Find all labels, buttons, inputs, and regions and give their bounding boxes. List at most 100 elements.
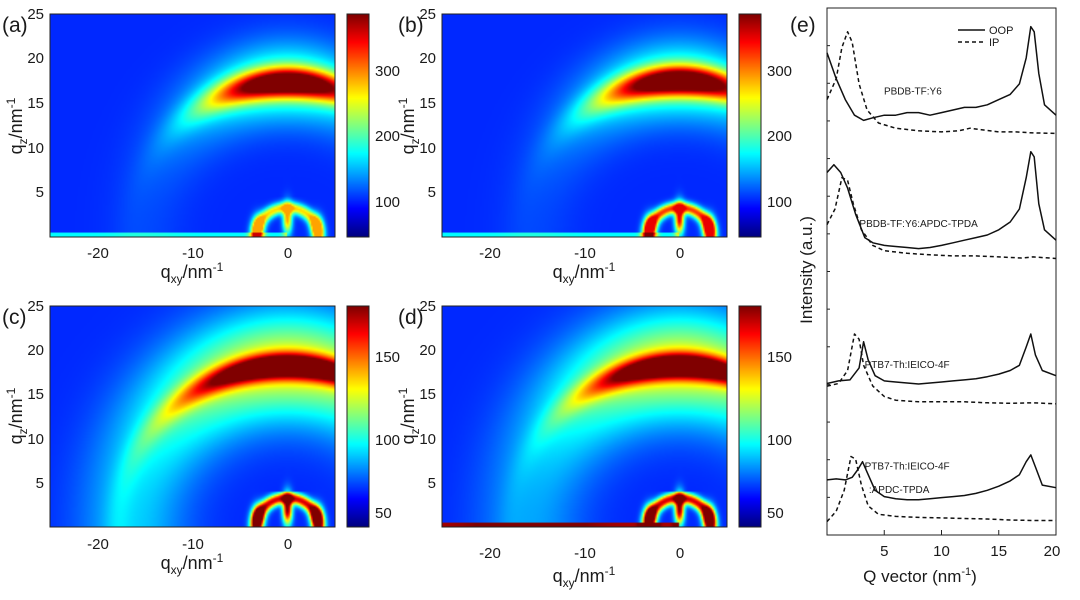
- panel-a-colorbar-tick-label: 300: [375, 63, 400, 80]
- panel-c-y-tick-label: 15: [27, 386, 44, 403]
- panel-a-plot-frame: [49, 13, 336, 238]
- panel-b-colorbar-tick-label: 100: [767, 194, 792, 211]
- panel-c-ylabel: qz/nm-1: [4, 387, 30, 444]
- series-line-pbdb-tf-y6-apdc-tpda-oop: [826, 150, 1057, 250]
- panel-a-colorbar-frame: [346, 13, 370, 238]
- panel-e-ylabel: Intensity (a.u.): [797, 216, 816, 324]
- panel-e-x-tick-label: 15: [990, 543, 1007, 560]
- panel-e-curve-labels: PBDB-TF:Y6 PBDB-TF:Y6:APDC-TPDA PTB7-Th:IE…: [859, 86, 978, 496]
- panel-e-x-tick-label: 10: [933, 543, 950, 560]
- panel-c-y-tick-label: 25: [27, 298, 44, 315]
- legend-oop-label: OOP: [989, 25, 1013, 37]
- panel-a-colorbar-tick-label: 100: [375, 194, 400, 211]
- panel-c-y-tick-label: 20: [27, 342, 44, 359]
- panel-e: (e) Intensity (a.u.) Q vector (nm-1) OOP…: [790, 7, 1061, 586]
- panel-b-plot-frame: [441, 13, 728, 238]
- panel-d-y-tick-label: 5: [428, 475, 436, 492]
- panel-d: (d) qxy/nm-1 qz/nm-1 -20 -10 0 5 10 15 2…: [396, 298, 792, 590]
- panel-e-x-tick-label: 5: [880, 543, 888, 560]
- panel-c-plot-frame: [49, 305, 336, 528]
- panel-c-x-tick-label: 0: [284, 536, 292, 553]
- panel-e-series-layer: [826, 25, 1057, 523]
- panel-b-x-tick-label: -10: [574, 245, 596, 262]
- panel-d-x-tick-label: -20: [479, 545, 501, 562]
- panel-a-label: (a): [2, 14, 28, 37]
- panel-c-colorbar-frame: [346, 305, 370, 528]
- panel-d-y-tick-label: 25: [419, 298, 436, 315]
- panel-e-label: (e): [790, 14, 816, 37]
- panel-e-axis-ticks: 5 10 15 20: [827, 45, 1061, 560]
- panel-b-colorbar-frame: [738, 13, 762, 238]
- panel-c-heatmap: [50, 306, 335, 527]
- panel-b: (b) qxy/nm-1 qz/nm-1 -20 -10 0 5 10 15 2…: [396, 6, 792, 286]
- panel-b-x-tick-label: -20: [479, 245, 501, 262]
- panel-c-x-tick-label: -20: [87, 536, 109, 553]
- panel-d-colorbar-frame: [738, 305, 762, 528]
- series-line-pbdb-tf-y6-ip: [826, 31, 1057, 135]
- panel-d-colorbar: [739, 306, 761, 527]
- panel-d-x-tick-label: -10: [574, 545, 596, 562]
- panel-c-colorbar-tick-label: 150: [375, 349, 400, 366]
- panel-e-curve-label: PBDB-TF:Y6:APDC-TPDA: [859, 219, 978, 230]
- panel-a-colorbar: [347, 14, 369, 237]
- series-line-pbdb-tf-y6-oop: [826, 25, 1057, 122]
- panel-a-y-tick-label: 5: [36, 184, 44, 201]
- panel-e-x-tick-label: 20: [1044, 543, 1061, 560]
- panel-b-x-tick-label: 0: [676, 245, 684, 262]
- panel-b-y-tick-label: 10: [419, 140, 436, 157]
- panel-b-heatmap: [442, 14, 727, 237]
- panel-b-y-tick-label: 15: [419, 95, 436, 112]
- panel-b-colorbar-tick-label: 300: [767, 63, 792, 80]
- panel-c-label: (c): [2, 306, 27, 329]
- panel-d-colorbar-tick-label: 100: [767, 432, 792, 449]
- panel-b-ylabel: qz/nm-1: [396, 97, 422, 154]
- panel-c-xlabel: qxy/nm-1: [161, 551, 224, 577]
- panel-b-colorbar-tick-label: 200: [767, 128, 792, 145]
- panel-a-ylabel: qz/nm-1: [4, 97, 30, 154]
- panel-a-x-tick-label: 0: [284, 245, 292, 262]
- legend-ip-label: IP: [989, 37, 999, 49]
- panel-a-xlabel: qxy/nm-1: [161, 260, 224, 286]
- panel-e-curve-label: PTB7-Th:IEICO-4F: [865, 360, 950, 371]
- series-line-ptb7-th-ieico-4f-apdc-tpda-oop: [826, 454, 1057, 501]
- panel-b-y-tick-label: 25: [419, 6, 436, 23]
- panel-e-curve-label: :APDC-TPDA: [869, 485, 930, 496]
- panel-d-y-tick-label: 20: [419, 342, 436, 359]
- panel-a: (a) qxy/nm-1 qz/nm-1 -20 -10 0 5 10 15 2…: [2, 6, 400, 286]
- panel-a-colorbar-tick-label: 200: [375, 128, 400, 145]
- panel-c-colorbar: [347, 306, 369, 527]
- panel-b-y-tick-label: 5: [428, 184, 436, 201]
- panel-c-x-tick-label: -10: [182, 536, 204, 553]
- panel-c: (c) qxy/nm-1 qz/nm-1 -20 -10 0 5 10 15 2…: [2, 298, 400, 577]
- panel-a-y-tick-label: 15: [27, 95, 44, 112]
- panel-b-y-tick-label: 20: [419, 50, 436, 67]
- series-line-ptb7-th-ieico-4f-oop: [826, 333, 1057, 385]
- panel-e-curve-label: PBDB-TF:Y6: [884, 86, 942, 97]
- panel-d-heatmap: [442, 306, 727, 527]
- panel-e-curve-label: PTB7-Th:IEICO-4F: [865, 461, 950, 472]
- panel-a-y-tick-label: 20: [27, 50, 44, 67]
- panel-e-xlabel: Q vector (nm-1): [863, 566, 977, 586]
- panel-d-label: (d): [398, 306, 424, 329]
- panel-a-x-tick-label: -10: [182, 245, 204, 262]
- series-line-pbdb-tf-y6-apdc-tpda-ip: [826, 176, 1057, 260]
- panel-d-plot-frame: [441, 305, 728, 528]
- panel-b-colorbar: [739, 14, 761, 237]
- panel-c-y-tick-label: 5: [36, 475, 44, 492]
- panel-c-colorbar-tick-label: 100: [375, 432, 400, 449]
- panel-a-x-tick-label: -20: [87, 245, 109, 262]
- panel-d-x-tick-label: 0: [676, 545, 684, 562]
- panel-d-ylabel: qz/nm-1: [396, 387, 422, 444]
- panel-a-y-tick-label: 25: [27, 6, 44, 23]
- panel-d-y-tick-label: 10: [419, 431, 436, 448]
- panel-d-xlabel: qxy/nm-1: [553, 564, 616, 590]
- panel-a-y-tick-label: 10: [27, 140, 44, 157]
- series-line-ptb7-th-ieico-4f-ip: [826, 333, 1057, 405]
- panel-e-legend: OOP IP: [958, 25, 1013, 49]
- panel-c-colorbar-tick-label: 50: [375, 505, 392, 522]
- panel-c-y-tick-label: 10: [27, 431, 44, 448]
- panel-b-xlabel: qxy/nm-1: [553, 260, 616, 286]
- panel-b-label: (b): [398, 14, 424, 37]
- panel-d-y-tick-label: 15: [419, 386, 436, 403]
